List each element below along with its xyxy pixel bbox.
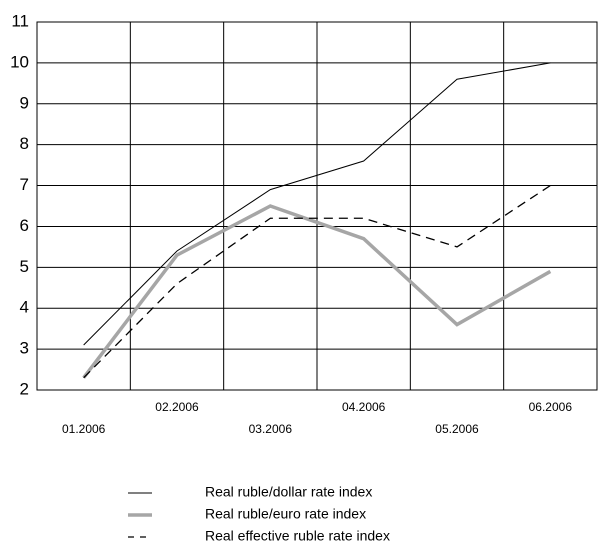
x-tick-label: 06.2006 xyxy=(529,400,573,414)
series-line xyxy=(83,185,551,379)
x-tick-label: 02.2006 xyxy=(155,400,199,414)
y-tick-label: 6 xyxy=(20,216,29,235)
y-tick-label: 5 xyxy=(20,257,29,276)
legend-label: Real ruble/euro rate index xyxy=(205,506,366,522)
y-tick-label: 11 xyxy=(11,11,29,30)
x-tick-label: 03.2006 xyxy=(249,422,293,436)
legend-label: Real ruble/dollar rate index xyxy=(205,484,372,500)
x-tick-label: 05.2006 xyxy=(435,422,479,436)
series-line xyxy=(83,62,551,346)
legend-label: Real effective ruble rate index xyxy=(205,528,390,544)
y-tick-label: 9 xyxy=(20,93,29,112)
y-tick-label: 4 xyxy=(20,298,29,317)
y-tick-label: 10 xyxy=(10,52,29,71)
x-tick-label: 01.2006 xyxy=(62,422,106,436)
x-tick-label: 04.2006 xyxy=(342,400,386,414)
y-tick-label: 2 xyxy=(20,379,29,398)
series-line xyxy=(82,204,552,379)
y-tick-label: 8 xyxy=(20,134,29,153)
y-tick-label: 3 xyxy=(20,339,29,358)
y-tick-label: 7 xyxy=(20,175,29,194)
